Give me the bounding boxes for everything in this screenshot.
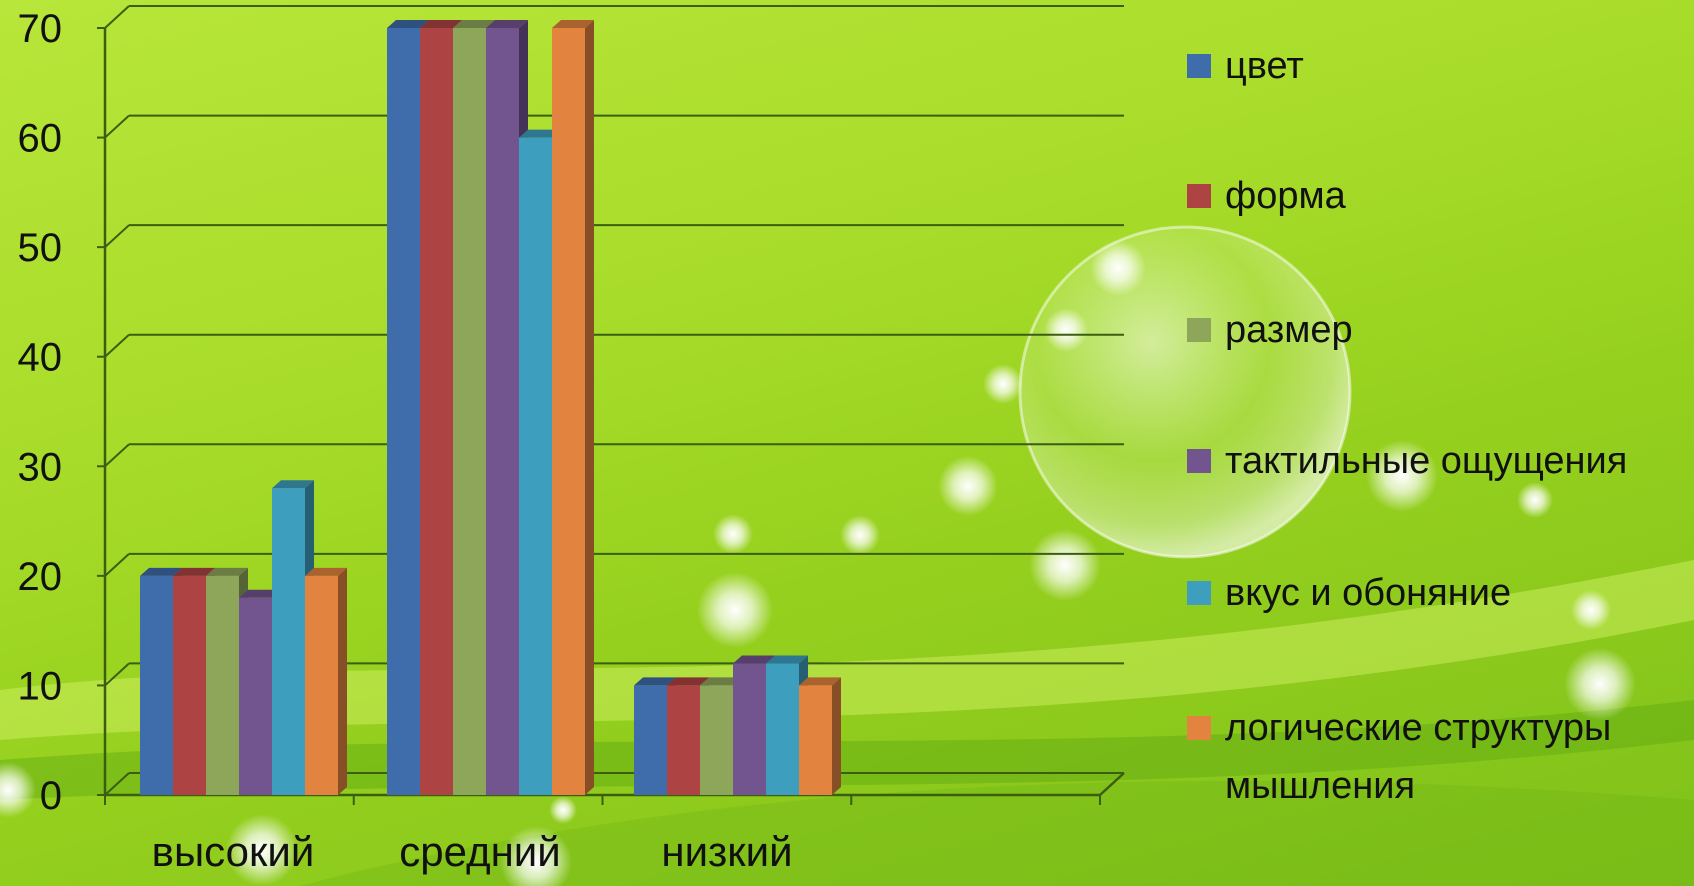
- y-tick-label: 70: [18, 7, 63, 51]
- bar-side: [585, 20, 594, 795]
- bar-front: [667, 685, 700, 795]
- legend-label: цвет: [1225, 45, 1304, 87]
- bar-top: [519, 129, 561, 138]
- bar-top: [552, 20, 594, 28]
- gridline-depth: [104, 114, 130, 139]
- bar-front: [272, 488, 305, 795]
- gridline-depth: [104, 333, 130, 358]
- legend-swatch: [1187, 449, 1211, 473]
- bar-top: [420, 20, 462, 28]
- legend: цвет форма размер тактильные ощущения вкус и…: [1187, 45, 1627, 807]
- legend-item: размер: [1187, 309, 1353, 351]
- bar: [700, 677, 742, 795]
- bar-front: [552, 28, 585, 795]
- bar-front: [305, 575, 338, 795]
- bar-top: [766, 655, 808, 664]
- bar-front: [799, 685, 832, 795]
- bar-front: [733, 663, 766, 795]
- bar: [799, 677, 841, 795]
- y-tick-label: 10: [18, 664, 63, 708]
- y-tick-label: 40: [18, 336, 63, 380]
- bars: [140, 20, 841, 796]
- category-label: низкий: [661, 828, 792, 875]
- bar-front: [387, 28, 420, 795]
- legend-item: вкус и обоняние: [1187, 572, 1511, 614]
- y-tick-label: 30: [18, 445, 63, 489]
- bar-top: [667, 677, 709, 686]
- legend-item: тактильные ощущения: [1187, 440, 1627, 482]
- gridline-depth: [104, 553, 130, 577]
- bar-top: [799, 677, 841, 686]
- legend-swatch: [1187, 54, 1211, 78]
- bar-front: [239, 597, 272, 795]
- gridline-depth: [104, 662, 130, 687]
- bar: [552, 20, 594, 795]
- bar-front: [486, 28, 519, 795]
- legend-label: тактильные ощущения: [1225, 440, 1627, 482]
- legend-label: логические структуры: [1225, 707, 1611, 749]
- gridline-depth: [104, 224, 130, 248]
- y-tick-label: 0: [40, 774, 62, 818]
- legend-label: форма: [1225, 175, 1347, 217]
- bar-top: [634, 677, 676, 686]
- legend-label: размер: [1225, 309, 1353, 351]
- legend-swatch: [1187, 184, 1211, 208]
- category-label: средний: [399, 828, 560, 875]
- y-tick-label: 20: [18, 555, 63, 599]
- legend-label: вкус и обоняние: [1225, 572, 1511, 614]
- bar-front: [634, 685, 667, 795]
- floor-edge: [1099, 772, 1125, 796]
- bar: [305, 567, 347, 795]
- legend-swatch: [1187, 716, 1211, 740]
- bar-front: [206, 575, 239, 795]
- bar-front: [766, 663, 799, 795]
- bar-top: [173, 567, 215, 576]
- bar-front: [140, 575, 173, 795]
- y-tick-label: 50: [18, 226, 63, 270]
- gridline-depth: [104, 5, 130, 29]
- bar-top: [700, 677, 742, 686]
- legend-swatch: [1187, 581, 1211, 605]
- category-labels: высокий средний низкий: [152, 828, 793, 875]
- gridline-depth: [104, 772, 130, 796]
- bar-top: [733, 655, 775, 664]
- bar-top: [305, 567, 347, 576]
- bar-side: [338, 567, 347, 795]
- bar-front: [173, 575, 206, 795]
- y-tick-label: 60: [18, 117, 63, 161]
- legend-label: мышления: [1225, 765, 1415, 807]
- bar-front: [700, 685, 733, 795]
- bar-side: [832, 677, 841, 795]
- bar-top: [140, 567, 182, 576]
- bar-front: [453, 28, 486, 795]
- legend-item: логические структуры мышления: [1187, 707, 1611, 807]
- bar-top: [486, 20, 528, 28]
- bar-top: [239, 589, 281, 598]
- bar-top: [387, 20, 429, 28]
- bar-top: [206, 567, 248, 576]
- legend-swatch: [1187, 318, 1211, 342]
- bar-front: [519, 137, 552, 796]
- gridline-depth: [104, 443, 130, 468]
- gridlines: [104, 5, 1124, 796]
- legend-item: форма: [1187, 175, 1347, 217]
- legend-item: цвет: [1187, 45, 1304, 87]
- bar-top: [453, 20, 495, 28]
- bar-front: [420, 28, 453, 795]
- category-label: высокий: [152, 828, 315, 875]
- bar-top: [272, 480, 314, 489]
